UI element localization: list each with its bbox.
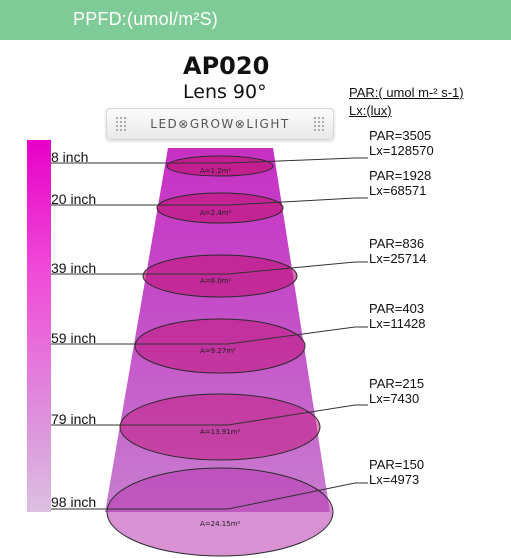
area-label: A=1.2m² <box>200 167 232 175</box>
depth-label: 39 inch <box>51 260 97 276</box>
par-unit-legend: PAR:( umol m-² s-1) <box>349 85 464 100</box>
area-label: A=13.91m² <box>200 428 241 436</box>
lx-unit-legend: Lx:(lux) <box>349 103 392 118</box>
lux-value: Lx=7430 <box>369 391 420 406</box>
par-value: PAR=403 <box>369 301 425 316</box>
vent-grille-right-icon <box>313 116 325 132</box>
par-value: PAR=215 <box>369 376 425 391</box>
par-value: PAR=150 <box>369 457 425 472</box>
coverage-ellipse <box>134 318 306 374</box>
coverage-ellipse <box>119 393 321 461</box>
intensity-values: PAR=403 Lx=11428 <box>369 301 426 331</box>
lamp-brand-text: LED⊗GROW⊗LIGHT <box>150 117 290 131</box>
area-label: A=6.0m² <box>200 277 232 285</box>
vent-grille-left-icon <box>115 116 127 132</box>
leader-line <box>227 326 368 345</box>
intensity-values: PAR=836 Lx=25714 <box>369 236 426 266</box>
intensity-values: PAR=150 Lx=4973 <box>369 457 424 487</box>
leader-line <box>227 197 368 206</box>
depth-label: 59 inch <box>51 330 97 346</box>
lux-value: Lx=11428 <box>369 316 426 331</box>
area-label: A=2.4m² <box>200 209 232 217</box>
header-bar: PPFD:(umol/m²S) <box>0 0 511 40</box>
depth-label: 8 inch <box>51 149 89 165</box>
lux-value: Lx=128570 <box>369 143 434 158</box>
coverage-ellipse <box>156 192 284 224</box>
depth-label: 20 inch <box>51 191 97 207</box>
area-label: A=24.15m² <box>200 520 241 528</box>
leader-line <box>227 482 368 510</box>
coverage-ellipse <box>142 254 298 298</box>
lux-value: Lx=25714 <box>369 251 427 266</box>
lens-label: Lens 90° <box>183 81 267 103</box>
intensity-values: PAR=215 Lx=7430 <box>369 376 424 406</box>
leader-line <box>227 404 368 426</box>
par-value: PAR=1928 <box>369 168 432 183</box>
lux-value: Lx=4973 <box>369 472 420 487</box>
depth-scale-bar <box>27 140 51 512</box>
depth-label: 79 inch <box>51 411 97 427</box>
led-grow-light-fixture: LED⊗GROW⊗LIGHT <box>106 108 334 140</box>
par-value: PAR=3505 <box>369 128 432 143</box>
coverage-ellipse <box>166 155 274 177</box>
model-title: AP020 <box>183 52 270 80</box>
intensity-values: PAR=3505 Lx=128570 <box>369 128 434 158</box>
coverage-ellipse <box>106 467 334 557</box>
intensity-values: PAR=1928 Lx=68571 <box>369 168 431 198</box>
leader-line <box>227 261 368 275</box>
depth-label: 98 inch <box>51 494 97 510</box>
area-label: A=9.27m² <box>200 347 236 355</box>
lux-value: Lx=68571 <box>369 183 427 198</box>
par-value: PAR=836 <box>369 236 425 251</box>
header-title: PPFD:(umol/m²S) <box>73 9 219 29</box>
leader-line <box>227 157 368 164</box>
